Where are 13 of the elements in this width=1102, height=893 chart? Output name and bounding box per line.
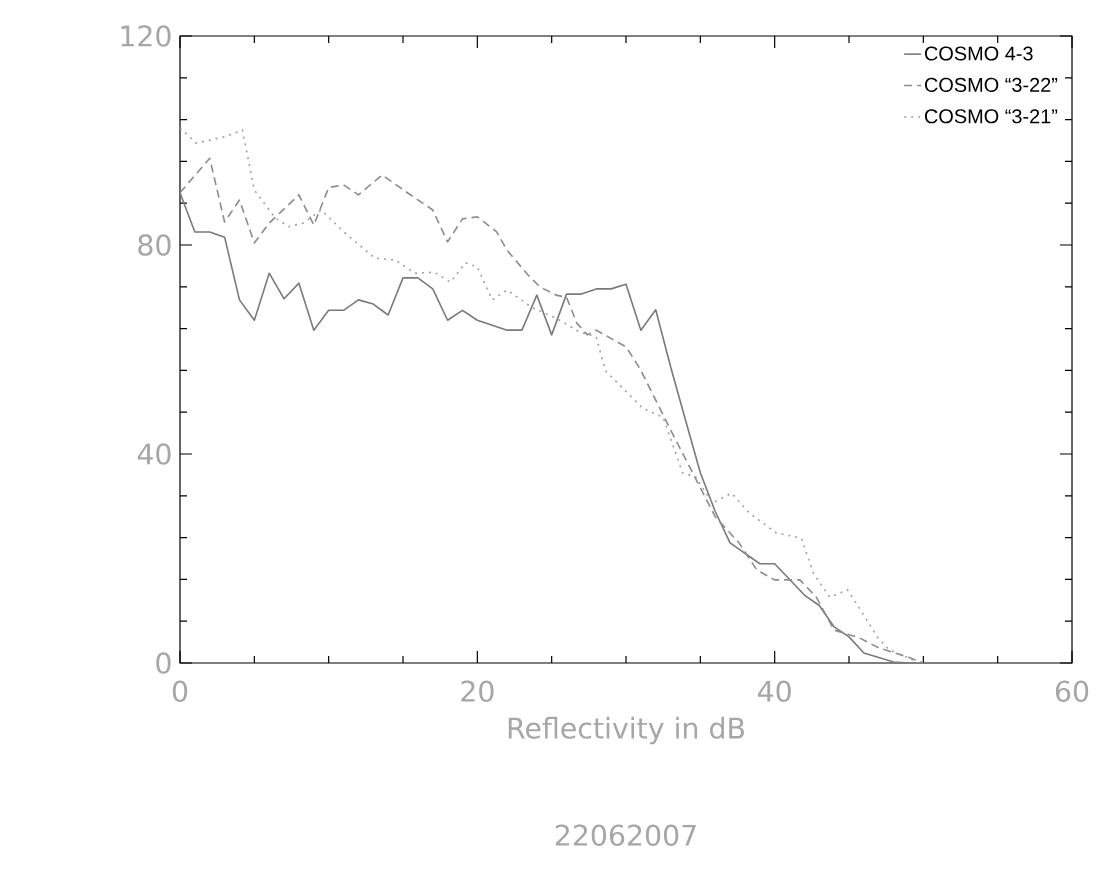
y-tick-label: 40 — [137, 443, 171, 465]
x-axis-title: Reflectivity in dB — [508, 716, 744, 745]
legend-label: COSMO “3-21” — [924, 109, 1058, 124]
legend-label: COSMO 4-3 — [924, 46, 1033, 61]
x-tick-label: 60 — [1055, 680, 1089, 702]
legend-label: COSMO “3-22” — [924, 77, 1058, 92]
text: 22062007 — [555, 824, 696, 846]
x-tick-label: 0 — [172, 680, 188, 702]
x-tick-label: 40 — [758, 680, 791, 702]
y-tick-label: 120 — [121, 25, 171, 47]
y-tick-label: 80 — [138, 234, 171, 256]
y-tick-label: 0 — [156, 652, 171, 674]
x-tick-label: 20 — [461, 680, 494, 702]
